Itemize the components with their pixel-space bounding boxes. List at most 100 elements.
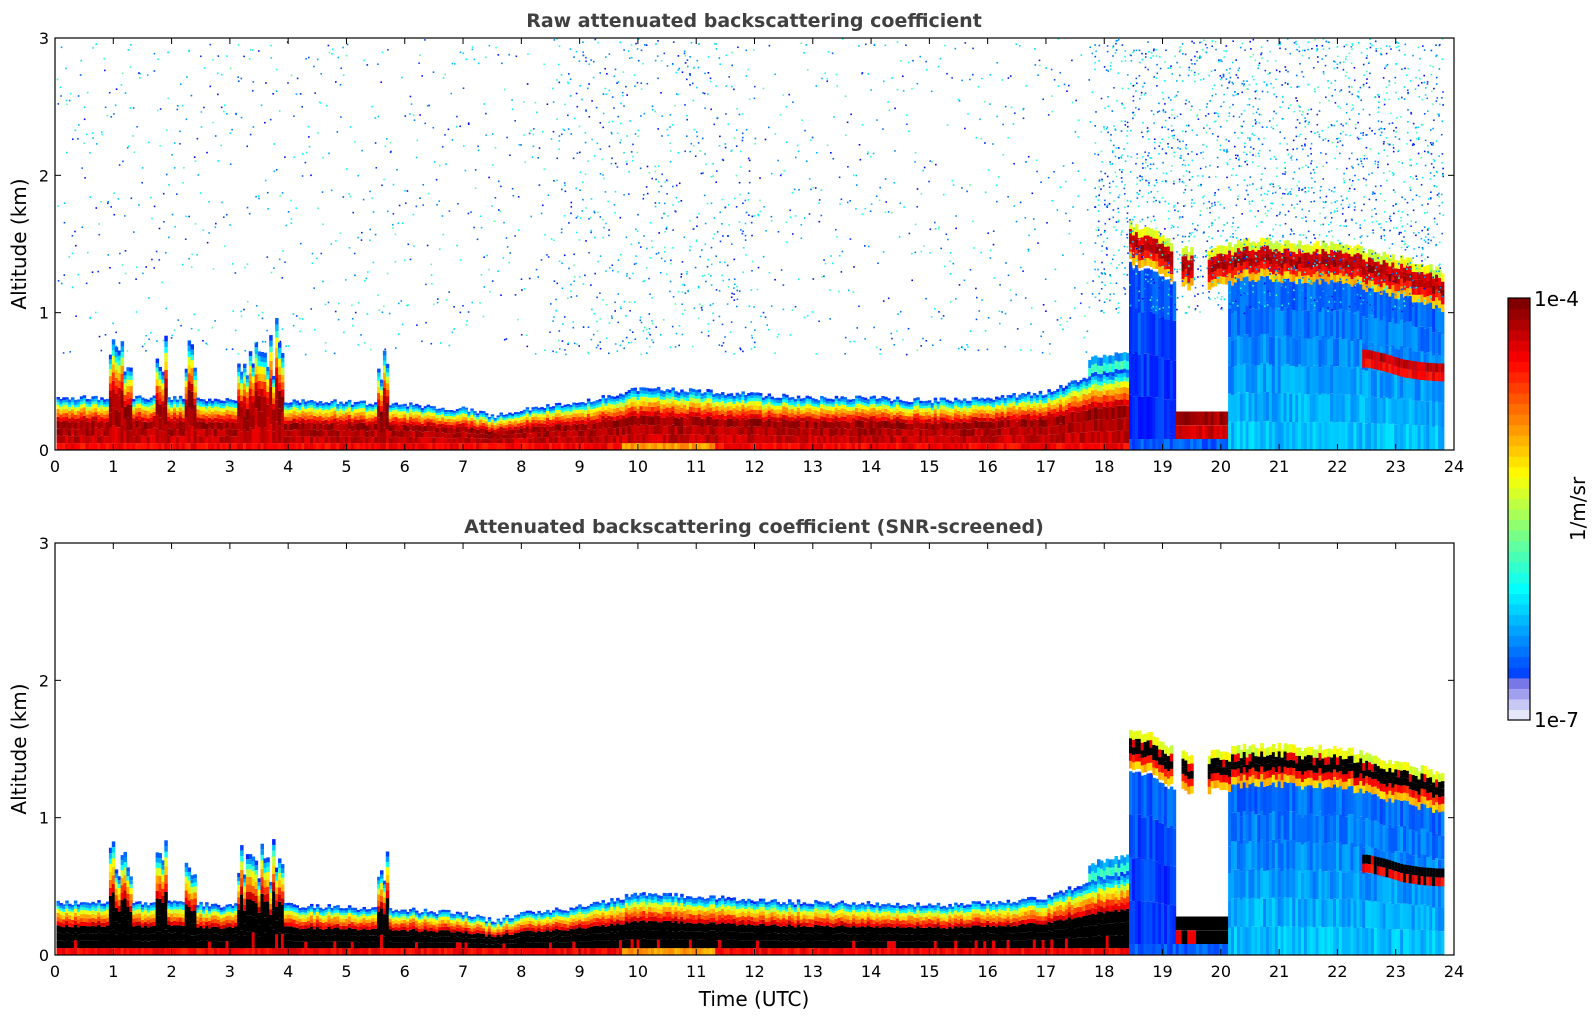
heatmap-cell — [566, 408, 570, 411]
heatmap-cell — [575, 417, 579, 421]
heatmap-cell — [563, 407, 568, 410]
heatmap-cell — [779, 397, 783, 401]
heatmap-cell — [785, 407, 789, 412]
heatmap-cell — [837, 403, 842, 407]
noise-dot — [83, 118, 86, 121]
heatmap-cell — [566, 404, 570, 407]
heatmap-cell — [875, 414, 879, 419]
noise-dot — [244, 349, 247, 352]
heatmap-cell — [706, 411, 710, 417]
heatmap-cell — [741, 434, 745, 444]
heatmap-cell — [91, 401, 95, 405]
heatmap-cell — [132, 406, 136, 411]
noise-dot — [523, 134, 525, 136]
heatmap-cell — [642, 410, 646, 416]
heatmap-cell — [377, 380, 381, 387]
heatmap-cell — [68, 410, 72, 415]
heatmap-cell — [138, 403, 142, 408]
heatmap-cell — [785, 397, 789, 401]
noise-dot — [293, 115, 295, 117]
heatmap-cell — [324, 412, 329, 417]
heatmap-cell — [231, 407, 235, 412]
heatmap-cell — [773, 417, 777, 422]
heatmap-cell — [126, 443, 130, 450]
noise-dot — [526, 334, 528, 336]
noise-dot — [844, 95, 847, 97]
heatmap-cell — [315, 423, 320, 431]
heatmap-cell — [750, 434, 754, 444]
heatmap-cell — [729, 418, 734, 427]
noise-dot — [520, 278, 523, 280]
heatmap-cell — [517, 415, 521, 418]
heatmap-cell — [563, 418, 568, 422]
noise-dot — [675, 184, 678, 187]
heatmap-cell — [59, 410, 63, 415]
heatmap-cell — [758, 401, 763, 406]
heatmap-cell — [487, 421, 492, 425]
heatmap-cell — [586, 417, 591, 422]
heatmap-cell — [321, 408, 326, 411]
noise-dot — [532, 145, 535, 148]
heatmap-cell — [543, 420, 547, 424]
noise-dot — [146, 74, 149, 76]
heatmap-cell — [412, 418, 416, 422]
noise-dot — [567, 343, 569, 345]
noise-dot — [672, 185, 674, 188]
heatmap-cell — [831, 399, 836, 402]
noise-dot — [617, 81, 620, 83]
heatmap-cell — [572, 409, 576, 414]
noise-dot — [733, 258, 736, 261]
heatmap-cell — [770, 443, 774, 450]
heatmap-cell — [514, 420, 518, 424]
heatmap-cell — [866, 436, 871, 444]
noise-dot — [710, 202, 713, 205]
heatmap-cell — [910, 423, 914, 431]
noise-dot — [465, 58, 468, 61]
heatmap-cell — [665, 434, 670, 444]
noise-dot — [578, 276, 581, 278]
heatmap-cell — [942, 397, 946, 401]
heatmap-cell — [143, 403, 148, 407]
heatmap-cell — [263, 357, 267, 363]
heatmap-cell — [91, 420, 95, 429]
heatmap-cell — [627, 390, 632, 393]
heatmap-cell — [141, 409, 145, 414]
noise-dot — [573, 342, 576, 345]
heatmap-cell — [333, 418, 337, 423]
noise-dot — [562, 128, 564, 130]
heatmap-cell — [356, 436, 361, 444]
heatmap-cell — [922, 443, 926, 450]
noise-dot — [729, 331, 732, 334]
noise-dot — [750, 289, 753, 291]
heatmap-cell — [310, 443, 314, 450]
noise-dot — [234, 272, 237, 274]
heatmap-cell — [502, 443, 506, 450]
heatmap-cell — [933, 435, 938, 444]
heatmap-cell — [898, 422, 903, 430]
noise-dot — [514, 120, 516, 122]
noise-dot — [795, 156, 797, 159]
heatmap-cell — [382, 380, 387, 388]
heatmap-cell — [517, 429, 521, 434]
heatmap-cell — [362, 408, 366, 412]
heatmap-cell — [633, 397, 637, 402]
noise-dot — [582, 326, 585, 328]
heatmap-cell — [686, 405, 690, 410]
heatmap-cell — [927, 418, 932, 423]
heatmap-cell — [170, 429, 174, 437]
heatmap-cell — [546, 424, 550, 431]
heatmap-cell — [840, 404, 844, 409]
heatmap-cell — [668, 407, 672, 413]
heatmap-cell — [779, 400, 783, 404]
heatmap-cell — [843, 402, 847, 405]
noise-dot — [392, 213, 395, 215]
heatmap-cell — [554, 405, 559, 408]
heatmap-cell — [231, 404, 235, 408]
heatmap-cell — [820, 408, 824, 413]
heatmap-cell — [808, 416, 812, 421]
noise-dot — [377, 63, 379, 65]
noise-dot — [310, 174, 312, 177]
noise-dot — [265, 82, 267, 84]
noise-dot — [648, 277, 650, 280]
noise-dot — [864, 245, 866, 247]
